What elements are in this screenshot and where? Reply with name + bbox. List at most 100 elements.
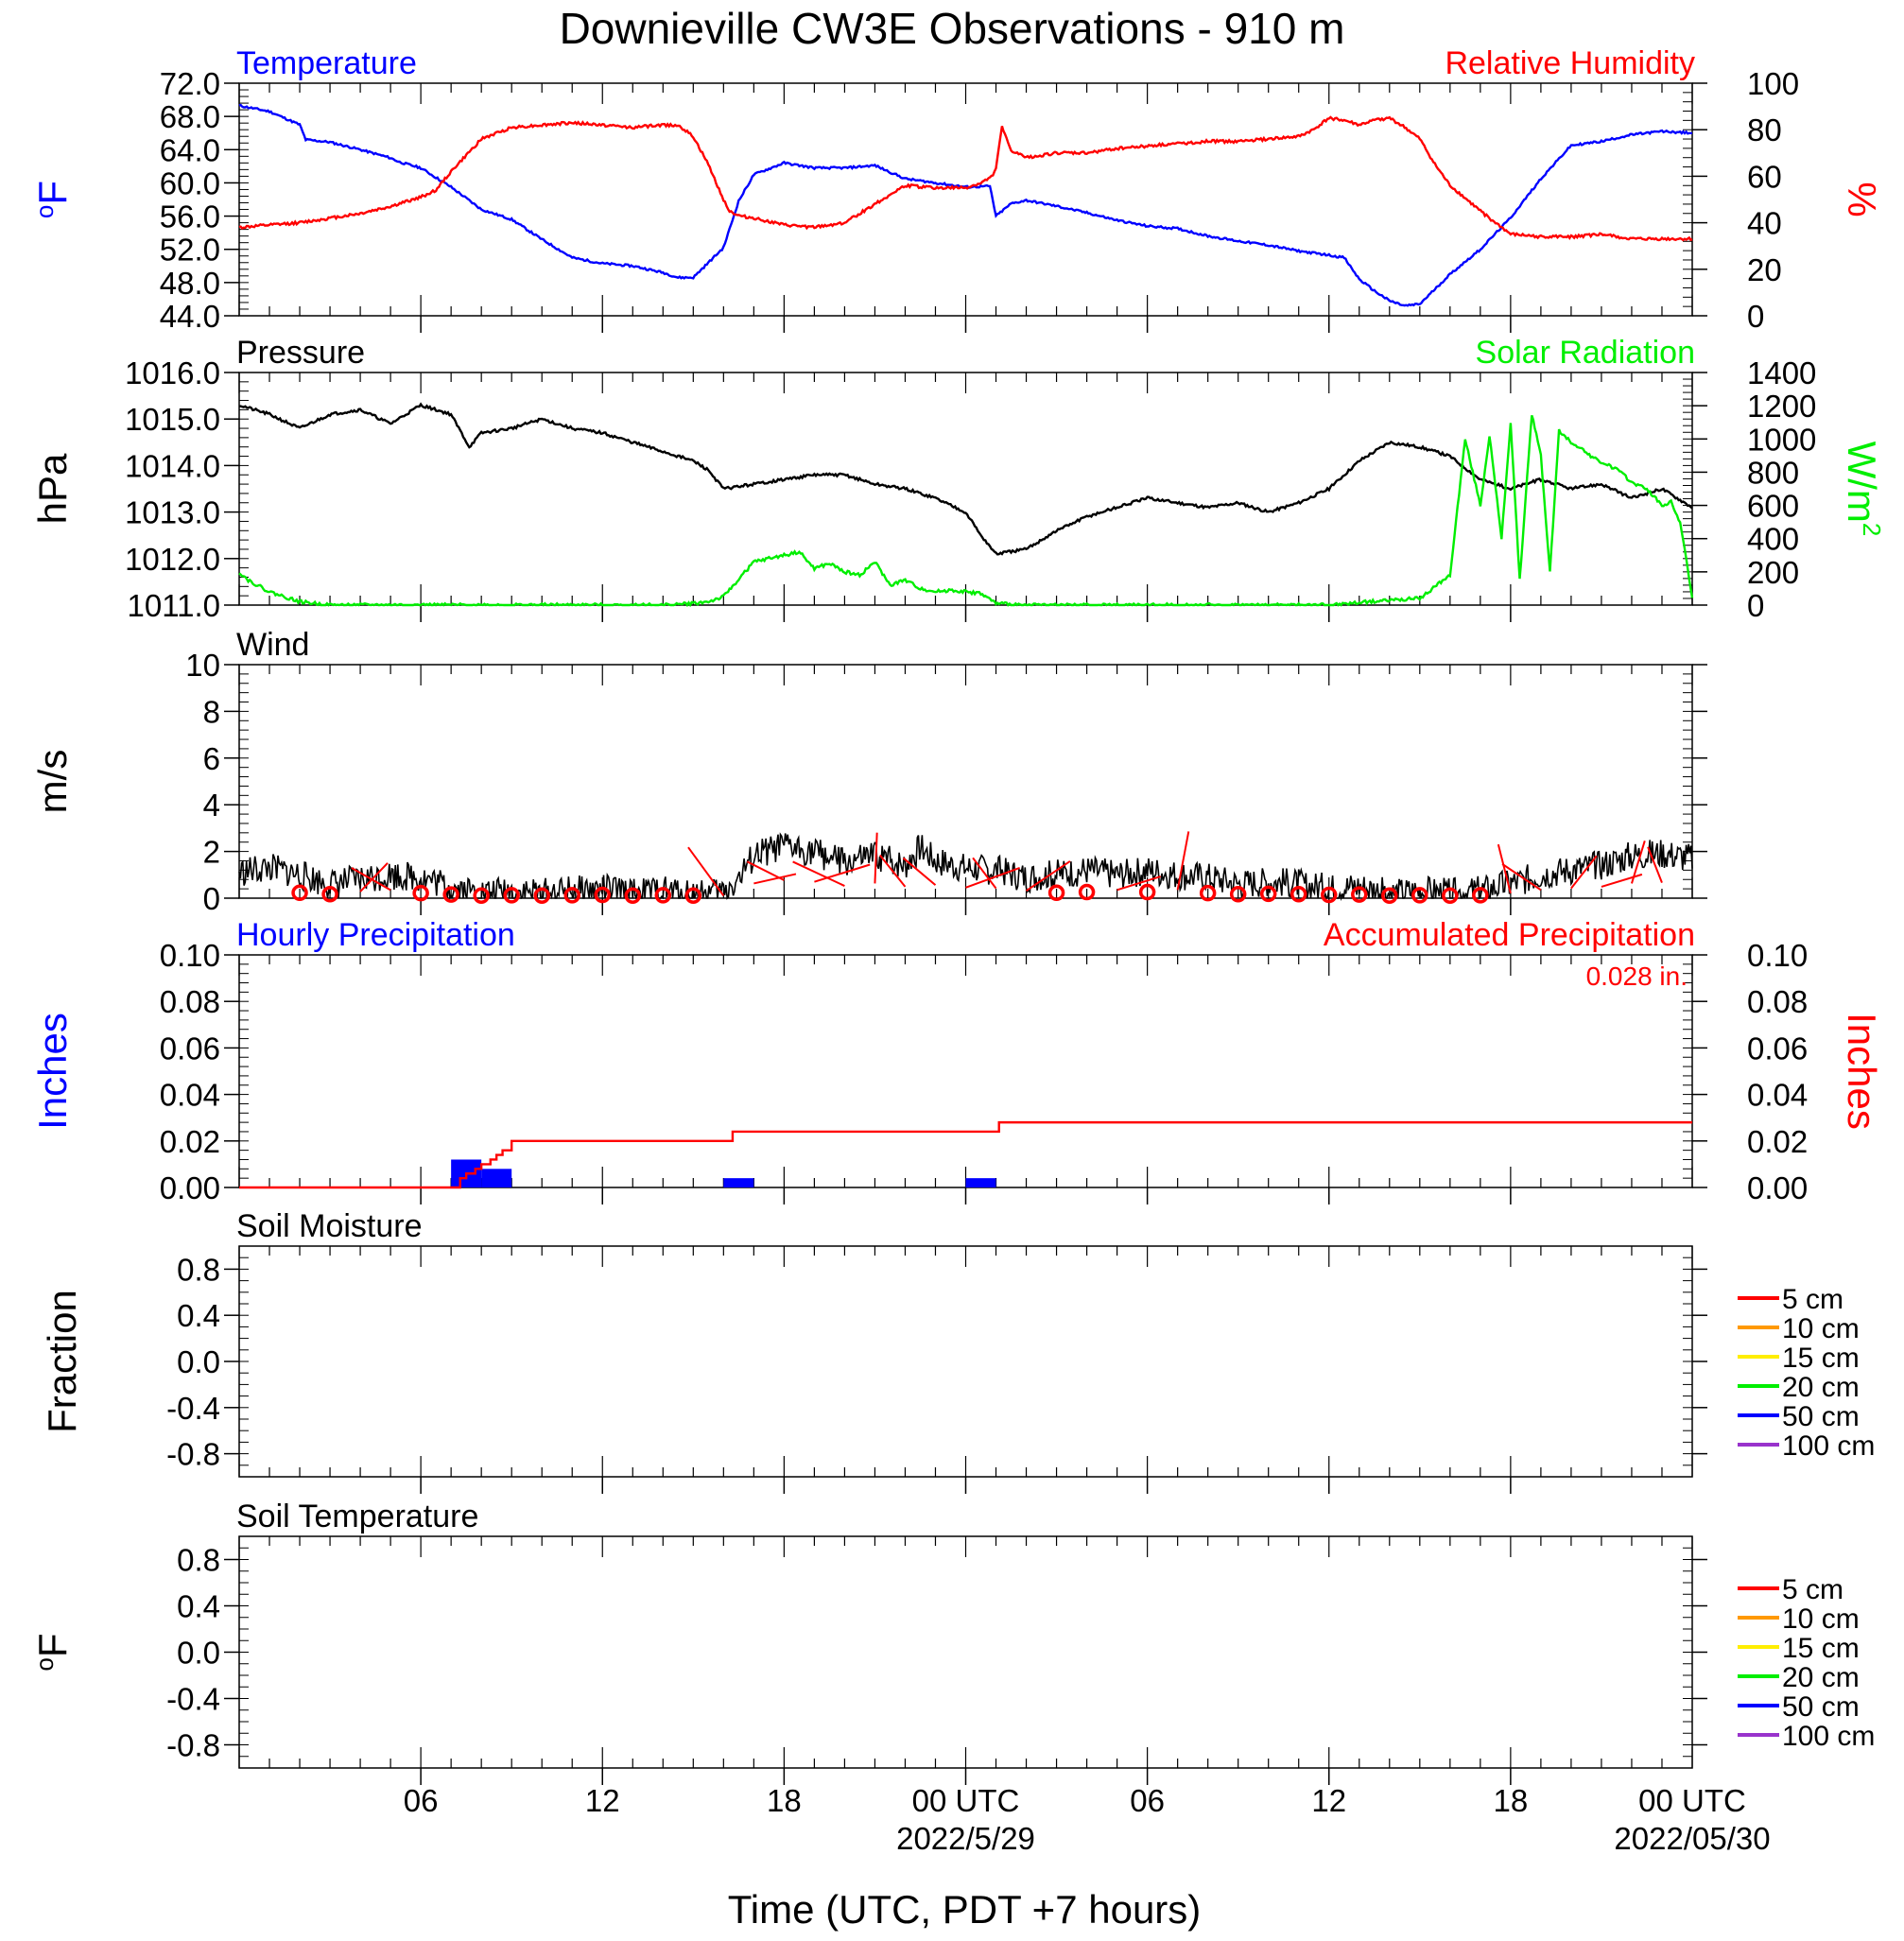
panel-title-right: Relative Humidity: [1445, 45, 1695, 81]
legend-label: 15 cm: [1782, 1343, 1860, 1374]
left-tick-label: 56.0: [160, 199, 220, 234]
wind-barb: [972, 857, 997, 890]
left-tick-label: 1014.0: [125, 448, 220, 483]
wind-calm-marker: [1381, 887, 1398, 905]
left-axis-label: oF: [30, 1633, 75, 1671]
left-tick-label: 1011.0: [128, 588, 220, 623]
wind-calm-marker: [654, 887, 672, 904]
x-tick-label: 12: [1311, 1783, 1346, 1818]
panel-title-right: Accumulated Precipitation: [1324, 917, 1695, 953]
left-axis: -0.8 -0.4 0.0 0.4 0.8: [166, 1252, 1707, 1472]
left-axis-label: oF: [30, 181, 75, 218]
pressure-line: [238, 402, 1693, 556]
wind-calm-marker: [563, 887, 580, 904]
left-axis: 0.00 0.02 0.04 0.06 0.08 0.10: [160, 938, 249, 1205]
panels-group: 44.048.052.056.060.064.068.072.0 02040608…: [30, 45, 1886, 1785]
left-tick-label: -0.4: [166, 1391, 220, 1426]
x-tick-label: 18: [767, 1783, 802, 1818]
right-tick-label: 80: [1747, 113, 1782, 147]
panel-soil-moisture: -0.8 -0.4 0.0 0.4 0.8 Soil Moisture Fraction 5 …: [40, 1208, 1875, 1494]
right-axis-label: Inches: [1840, 1013, 1884, 1130]
hourly-precip-bar: [965, 1178, 996, 1187]
panel-temperature-humidity: 44.048.052.056.060.064.068.072.0 0 20 40 60 8…: [30, 45, 1884, 334]
x-date-label: 2022/5/29: [896, 1821, 1035, 1856]
left-tick-label: 0.0: [177, 1344, 220, 1379]
left-tick-label: 0.4: [177, 1589, 220, 1624]
wind-barb: [1025, 860, 1071, 893]
right-tick-label: 0.06: [1747, 1031, 1808, 1066]
right-tick-label: 0.08: [1747, 984, 1808, 1019]
left-tick-label: 72.0: [160, 66, 220, 101]
left-tick-label: 0.06: [160, 1031, 220, 1066]
plot-frame: [238, 1535, 1693, 1769]
wind-calm-marker: [1259, 885, 1277, 903]
wind-barb: [1176, 831, 1190, 891]
wind-barb: [965, 866, 1020, 889]
wind-calm-marker: [291, 884, 308, 902]
right-tick-label: 800: [1747, 455, 1799, 490]
left-tick-label: 6: [203, 741, 220, 776]
plot-frame: [238, 372, 1693, 606]
x-tick-label: 06: [404, 1783, 439, 1818]
left-axis-label: m/s: [30, 750, 75, 814]
humidity-line: [238, 115, 1693, 242]
x-tick-label: 00 UTC: [1638, 1783, 1746, 1818]
wind-barb: [1601, 873, 1643, 888]
wind-barb: [1631, 841, 1646, 884]
wind-calm-marker: [594, 886, 611, 904]
wind-barb: [1647, 846, 1663, 883]
wind-calm-marker: [1290, 886, 1307, 903]
right-tick-label: 0.10: [1747, 938, 1808, 973]
wind-barb: [878, 854, 907, 888]
left-axis-label: hPa: [30, 453, 75, 524]
left-tick-label: 1015.0: [125, 402, 220, 437]
right-tick-label: 600: [1747, 489, 1799, 524]
wind-calm-marker: [1321, 886, 1338, 904]
right-tick-label: 1400: [1747, 355, 1816, 390]
panel-title-left: Hourly Precipitation: [236, 917, 515, 953]
wind-barb: [874, 832, 878, 884]
wind-calm-marker: [1411, 887, 1428, 904]
left-tick-label: 1016.0: [125, 355, 220, 390]
left-tick-label: 64.0: [160, 132, 220, 167]
wind-barb: [814, 863, 871, 883]
left-tick-label: 60.0: [160, 165, 220, 200]
right-axis: 0 20 40 60 80 100: [1683, 66, 1799, 334]
wind-calm-marker: [1229, 886, 1247, 903]
x-tick-label: 18: [1494, 1783, 1529, 1818]
left-tick-label: -0.4: [166, 1682, 220, 1717]
wind-calm-marker: [442, 886, 459, 903]
legend-label: 5 cm: [1782, 1284, 1843, 1315]
legend-label: 20 cm: [1782, 1372, 1860, 1403]
left-tick-label: 48.0: [160, 266, 220, 301]
left-axis: 0 2 4 6 8 10: [185, 648, 1707, 916]
right-axis: 0.00 0.02 0.04 0.06 0.08 0.10: [1683, 938, 1808, 1205]
left-tick-label: 0.00: [160, 1170, 220, 1205]
wind-calm-marker: [533, 887, 550, 905]
wind-calm-marker: [684, 887, 702, 905]
accumulated-total-label: 0.028 in.: [1586, 962, 1688, 991]
wind-calm-marker: [1351, 886, 1368, 903]
panel-pressure-solar: 1011.0 1012.0 1013.0 1014.0 1015.0 1016.0 0200…: [30, 335, 1886, 623]
left-axis: -0.8 -0.4 0.0 0.4 0.8: [166, 1543, 1707, 1763]
x-tick-label: 12: [585, 1783, 620, 1818]
hourly-precip-bar: [481, 1169, 512, 1187]
wind-barb: [1501, 863, 1542, 892]
left-axis: 44.048.052.056.060.064.068.072.0: [160, 66, 249, 334]
right-tick-label: 0: [1747, 588, 1764, 623]
legend-label: 100 cm: [1782, 1721, 1875, 1752]
wind-barb: [351, 867, 391, 892]
left-tick-label: 0.02: [160, 1124, 220, 1159]
wind-calm-marker: [1078, 883, 1096, 901]
solar-radiation-line: [238, 415, 1694, 608]
right-tick-label: 0.02: [1747, 1124, 1808, 1159]
left-tick-label: 44.0: [160, 299, 220, 334]
legend-label: 100 cm: [1782, 1430, 1875, 1462]
wind-calm-marker: [624, 887, 642, 905]
left-tick-label: 0.04: [160, 1078, 220, 1113]
wind-speed-line: [238, 832, 1693, 902]
right-tick-label: 40: [1747, 206, 1782, 241]
